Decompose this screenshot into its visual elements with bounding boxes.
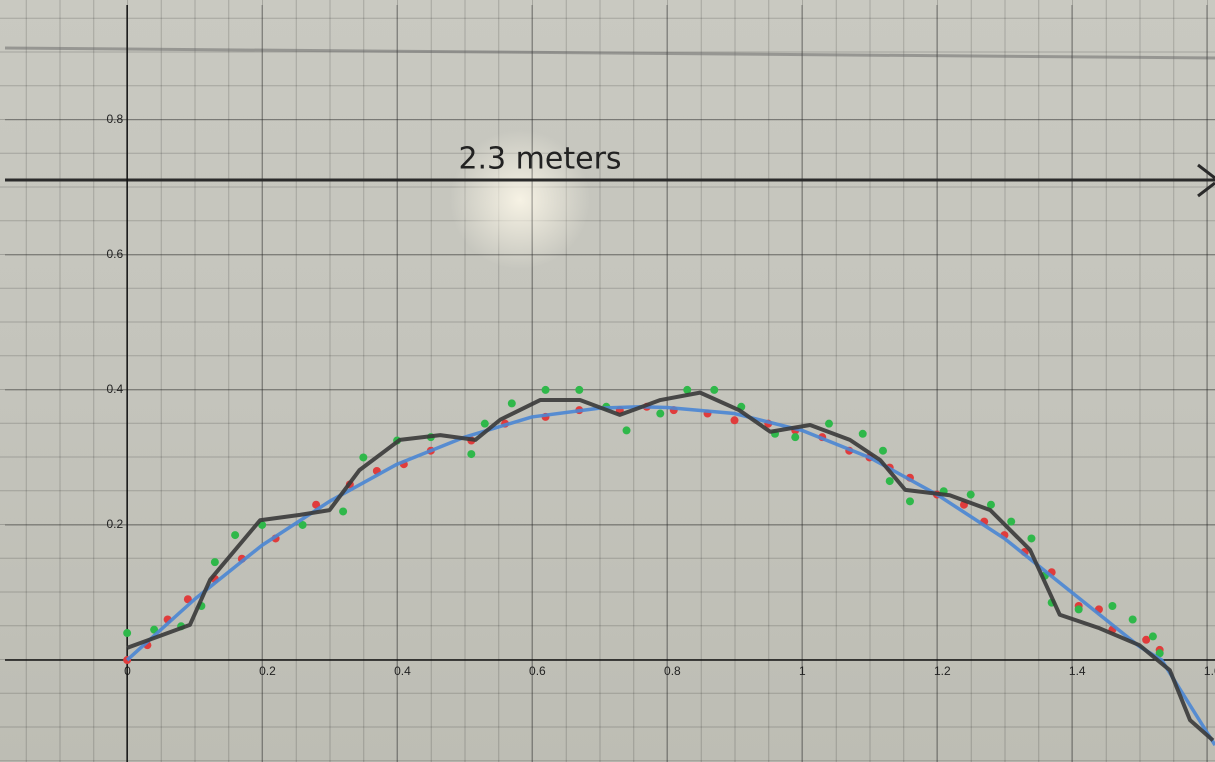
x-tick-label: 0.8 xyxy=(664,664,681,678)
data-point xyxy=(879,447,887,455)
data-point xyxy=(825,420,833,428)
plot-area: 00.20.40.60.811.21.41.60.20.40.60.8 xyxy=(5,5,1215,762)
x-tick-label: 0.2 xyxy=(259,664,276,678)
data-point xyxy=(710,386,718,394)
data-point xyxy=(1149,632,1157,640)
data-point xyxy=(656,410,664,418)
x-tick-label: 1.6 xyxy=(1204,664,1215,678)
data-point xyxy=(1075,605,1083,613)
y-tick-label: 0.6 xyxy=(106,247,123,261)
y-tick-label: 0.4 xyxy=(106,382,123,396)
chart: 2.3 meters 00.20.40.60.811.21.41.60.20.4… xyxy=(0,0,1215,762)
data-point xyxy=(481,420,489,428)
x-tick-label: 0.4 xyxy=(394,664,411,678)
data-point xyxy=(1108,602,1116,610)
data-point xyxy=(886,477,894,485)
data-point xyxy=(508,399,516,407)
x-tick-label: 0.6 xyxy=(529,664,546,678)
data-point xyxy=(467,450,475,458)
board-edge xyxy=(5,48,1215,58)
data-point xyxy=(906,497,914,505)
page: 2.3 meters 00.20.40.60.811.21.41.60.20.4… xyxy=(0,0,1215,762)
data-point xyxy=(231,531,239,539)
data-point xyxy=(967,491,975,499)
data-point xyxy=(731,416,739,424)
data-point xyxy=(1129,616,1137,624)
data-point xyxy=(623,426,631,434)
data-point xyxy=(123,629,131,637)
data-point xyxy=(575,386,583,394)
data-point xyxy=(791,433,799,441)
data-point xyxy=(859,430,867,438)
curve xyxy=(127,407,1215,745)
data-point xyxy=(211,558,219,566)
data-point xyxy=(339,507,347,515)
x-tick-label: 1 xyxy=(799,664,806,678)
data-point xyxy=(359,453,367,461)
data-point xyxy=(542,386,550,394)
data-point xyxy=(1007,518,1015,526)
y-tick-label: 0.2 xyxy=(106,517,123,531)
annotation: 2.3 meters xyxy=(458,142,621,177)
y-tick-label: 0.8 xyxy=(106,112,123,126)
x-tick-label: 1.2 xyxy=(934,664,951,678)
x-tick-label: 1.4 xyxy=(1069,664,1086,678)
curve xyxy=(127,393,1213,741)
data-point xyxy=(1027,534,1035,542)
